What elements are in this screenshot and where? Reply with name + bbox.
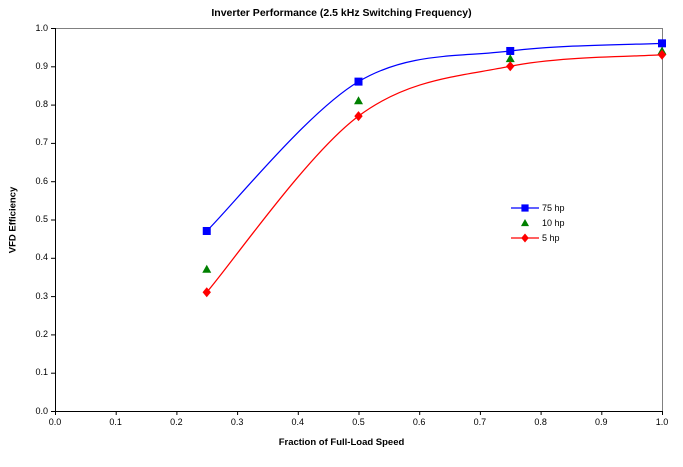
x-tick-label: 0.2 [170, 417, 183, 427]
y-tick-label: 1.0 [35, 22, 48, 33]
data-point-marker [505, 54, 515, 63]
series-line [206, 42, 663, 232]
x-tick-label: 0.5 [352, 417, 365, 427]
legend-marker-icon [511, 233, 539, 242]
x-tick-label: 0.1 [109, 417, 122, 427]
data-point-marker [202, 264, 212, 273]
x-axis-label: Fraction of Full-Load Speed [278, 437, 405, 448]
legend-label: 75 hp [542, 202, 565, 213]
legend-item: 5 hp [511, 230, 565, 245]
data-point-marker [354, 96, 363, 105]
legend-marker-icon [511, 203, 539, 212]
x-tick-label: 1.0 [655, 417, 669, 427]
x-tick-label: 0.7 [473, 417, 487, 427]
y-tick-label: 0.4 [35, 252, 48, 263]
data-point-marker [506, 61, 515, 72]
legend-label: 5 hp [542, 232, 560, 243]
legend: 75 hp 10 hp 5 hp [511, 200, 565, 245]
x-tick-label: 0.6 [412, 417, 426, 427]
data-point-marker [202, 287, 211, 298]
legend-item: 10 hp [511, 215, 565, 230]
y-tick-label: 0.8 [35, 99, 48, 110]
y-tick-label: 0.5 [35, 214, 48, 224]
data-point-marker [354, 111, 363, 122]
chart-title: Inverter Performance (2.5 kHz Switching … [211, 7, 472, 19]
y-tick-label: 0.6 [35, 175, 48, 186]
legend-label: 10 hp [542, 217, 565, 228]
y-tick-label: 0.3 [35, 290, 48, 301]
data-point-marker [658, 39, 666, 48]
y-tick-label: 0.7 [35, 137, 48, 148]
plot-border [55, 28, 663, 412]
x-tick-label: 0.8 [534, 417, 547, 427]
data-point-marker [202, 226, 211, 235]
data-point-marker [657, 49, 667, 60]
data-point-marker [354, 77, 363, 86]
legend-item: 75 hp [511, 200, 565, 215]
x-tick-label: 0.9 [595, 417, 608, 427]
x-tick-label: 0.0 [48, 417, 62, 427]
y-tick-label: 0.2 [35, 328, 48, 339]
x-tick-label: 0.4 [291, 417, 305, 427]
data-point-marker [506, 46, 515, 55]
series-line [206, 54, 663, 293]
y-tick-label: 0.0 [35, 405, 48, 416]
x-tick-label: 0.3 [230, 417, 244, 427]
legend-marker-icon [520, 218, 530, 226]
y-tick-label: 0.9 [35, 60, 48, 71]
y-tick-label: 0.1 [35, 367, 48, 378]
